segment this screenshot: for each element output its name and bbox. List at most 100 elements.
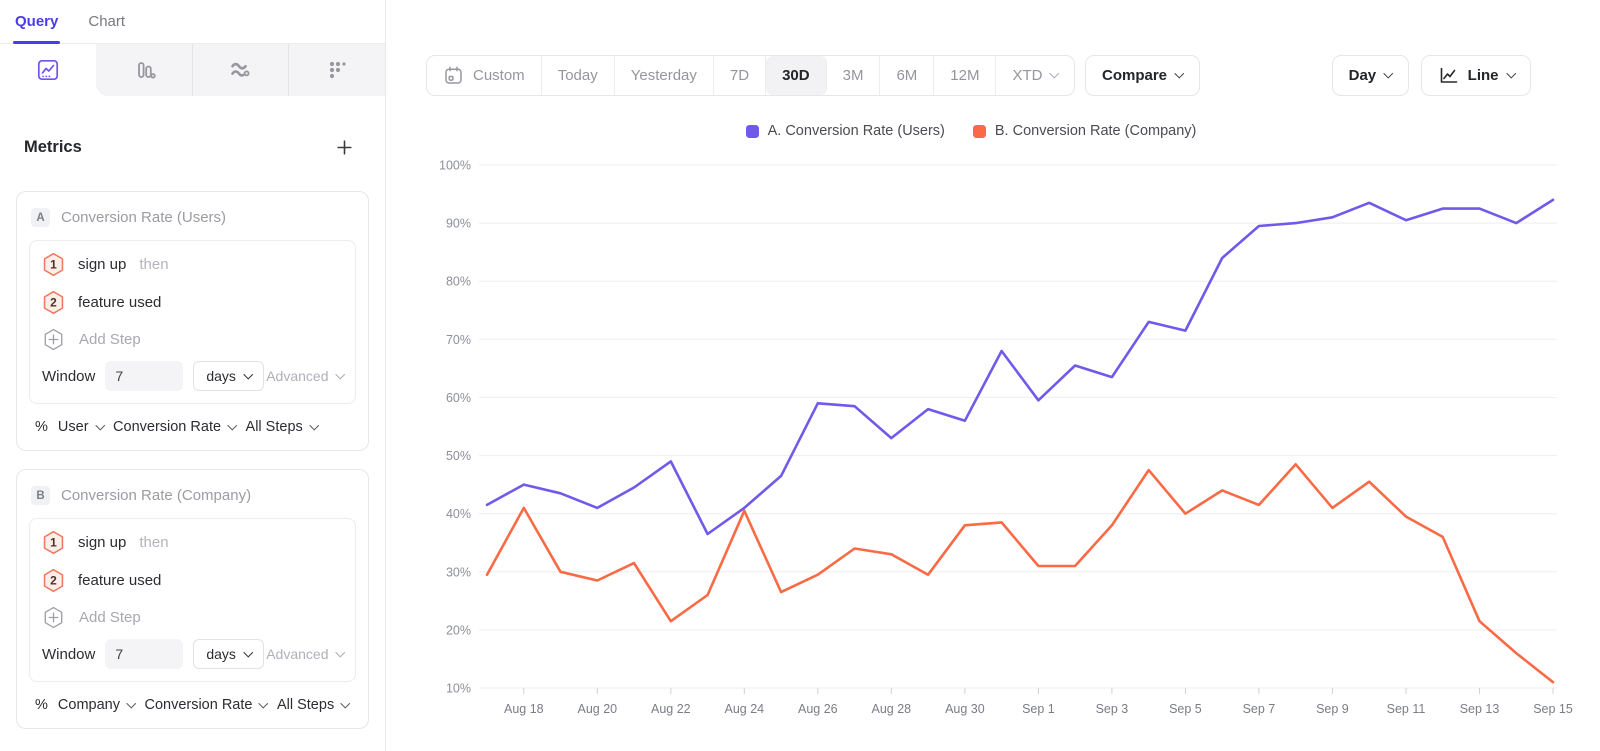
range-30d[interactable]: 30D [766, 56, 827, 95]
add-step-hexagon-icon [44, 328, 63, 350]
svg-text:40%: 40% [446, 507, 471, 521]
calendar-icon [445, 66, 462, 84]
chart-panel: Custom Today Yesterday 7D 30D 3M 6M 12M … [386, 0, 1600, 751]
svg-text:2: 2 [50, 573, 57, 587]
date-range-group: Custom Today Yesterday 7D 30D 3M 6M 12M … [426, 55, 1075, 96]
metric-title: Conversion Rate (Users) [61, 209, 227, 226]
metric-badge: A [31, 208, 50, 227]
step-number-hexagon-icon: 1 [43, 252, 64, 276]
tab-query[interactable]: Query [12, 0, 61, 44]
measure-entity-dropdown[interactable]: User [58, 419, 105, 435]
window-value-input[interactable] [105, 361, 184, 391]
line-style-icon [1440, 67, 1457, 83]
legend-item-a[interactable]: A. Conversion Rate (Users) [745, 123, 945, 139]
svg-text:20%: 20% [446, 623, 471, 637]
step-event[interactable]: feature used [78, 571, 162, 589]
chevron-down-icon [259, 698, 269, 708]
chart-style-dropdown[interactable]: Line [1420, 55, 1531, 96]
chevron-down-icon [1383, 68, 1394, 79]
measure-symbol: % [35, 697, 48, 713]
step-number-hexagon-icon: 1 [43, 530, 64, 554]
chart-type-line[interactable] [0, 44, 96, 96]
measure-symbol: % [35, 419, 48, 435]
svg-text:Sep 5: Sep 5 [1169, 702, 1202, 716]
metric-card-a: A Conversion Rate (Users) 1 sign up then… [16, 191, 369, 451]
measure-metric-dropdown[interactable]: Conversion Rate [144, 697, 269, 713]
chart-type-bar[interactable] [95, 44, 192, 96]
measure-scope-dropdown[interactable]: All Steps [277, 697, 351, 713]
range-3m[interactable]: 3M [827, 56, 881, 95]
window-label: Window [42, 367, 96, 385]
svg-text:1: 1 [50, 535, 57, 549]
funnel-steps-box: 1 sign up then 2 feature used Add Step [29, 240, 356, 404]
step-event[interactable]: sign up [78, 255, 127, 273]
window-label: Window [42, 645, 96, 663]
svg-text:Sep 11: Sep 11 [1387, 702, 1426, 716]
conversion-rate-line-chart[interactable]: 100% 90% 80% 70% 60% 50% 40% 30% 20% 10% Aug 18 Aug… [421, 151, 1581, 731]
svg-text:Aug 24: Aug 24 [724, 702, 764, 716]
step-connector: then [139, 255, 169, 273]
chevron-down-icon [95, 420, 105, 430]
chevron-down-icon [227, 420, 237, 430]
range-6m[interactable]: 6M [880, 56, 935, 95]
scatter-grid-icon [330, 61, 346, 79]
chart-type-scatter[interactable] [288, 44, 385, 96]
add-metric-button[interactable] [336, 139, 353, 156]
chevron-down-icon [335, 647, 345, 657]
step-connector: then [139, 533, 169, 551]
advanced-dropdown[interactable]: Advanced [266, 368, 345, 384]
chart-type-switcher [0, 44, 385, 96]
window-unit-dropdown[interactable]: days [193, 639, 265, 669]
tab-chart[interactable]: Chart [88, 13, 126, 30]
measure-metric-dropdown[interactable]: Conversion Rate [113, 419, 237, 435]
step-event[interactable]: feature used [78, 293, 162, 311]
svg-text:70%: 70% [446, 333, 471, 347]
chart-type-flow[interactable] [191, 44, 289, 96]
add-step-button[interactable]: Add Step [42, 599, 343, 635]
window-value-input[interactable] [105, 639, 184, 669]
measure-entity-dropdown[interactable]: Company [58, 697, 136, 713]
bar-chart-icon [137, 62, 156, 79]
svg-text:100%: 100% [439, 159, 471, 173]
svg-text:10%: 10% [446, 682, 471, 696]
svg-text:Aug 20: Aug 20 [577, 702, 617, 716]
advanced-dropdown[interactable]: Advanced [266, 646, 345, 662]
granularity-dropdown[interactable]: Day [1331, 55, 1409, 96]
chart-toolbar: Custom Today Yesterday 7D 30D 3M 6M 12M … [426, 55, 1531, 96]
chevron-down-icon [335, 369, 345, 379]
funnel-step-2[interactable]: 2 feature used [42, 561, 343, 599]
sidebar-tabs: Query Chart [0, 0, 385, 44]
chevron-down-icon [1506, 68, 1516, 79]
compare-button[interactable]: Compare [1084, 55, 1200, 96]
chevron-down-icon [126, 698, 136, 708]
add-step-button[interactable]: Add Step [42, 321, 343, 357]
chevron-down-icon [1050, 68, 1060, 79]
chart-legend: A. Conversion Rate (Users) B. Conversion… [421, 123, 1521, 139]
range-today[interactable]: Today [542, 56, 615, 95]
plus-icon [337, 140, 352, 155]
svg-text:1: 1 [50, 257, 57, 271]
funnel-step-2[interactable]: 2 feature used [42, 283, 343, 321]
range-xtd-dropdown[interactable]: XTD [996, 56, 1074, 95]
svg-text:50%: 50% [446, 449, 471, 463]
legend-item-b[interactable]: B. Conversion Rate (Company) [972, 123, 1196, 139]
chevron-down-icon [309, 420, 319, 430]
chevron-down-icon [243, 369, 253, 379]
svg-text:Aug 22: Aug 22 [651, 702, 691, 716]
svg-text:90%: 90% [446, 217, 471, 231]
range-yesterday[interactable]: Yesterday [615, 56, 714, 95]
step-event[interactable]: sign up [78, 533, 127, 551]
range-7d[interactable]: 7D [714, 56, 767, 95]
svg-text:Aug 18: Aug 18 [504, 702, 544, 716]
window-unit-dropdown[interactable]: days [193, 361, 265, 391]
measure-scope-dropdown[interactable]: All Steps [246, 419, 319, 435]
range-custom[interactable]: Custom [427, 56, 542, 95]
metric-badge: B [31, 486, 50, 505]
svg-text:Aug 26: Aug 26 [798, 702, 838, 716]
chevron-down-icon [1174, 68, 1184, 79]
range-12m[interactable]: 12M [934, 56, 997, 95]
funnel-step-1[interactable]: 1 sign up then [42, 523, 343, 561]
metric-title: Conversion Rate (Company) [61, 487, 252, 504]
funnel-step-1[interactable]: 1 sign up then [42, 245, 343, 283]
svg-text:Aug 30: Aug 30 [945, 702, 985, 716]
